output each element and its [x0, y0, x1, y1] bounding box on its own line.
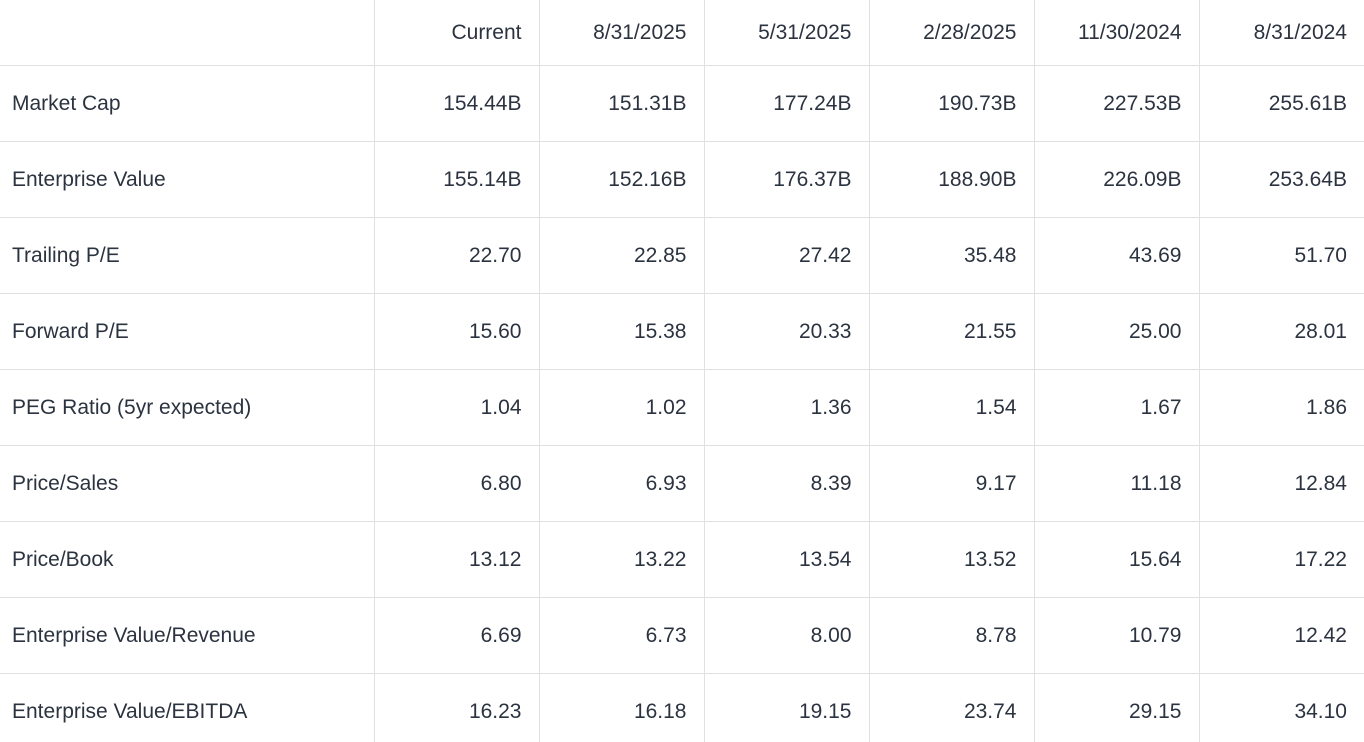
cell-value: 15.38 — [538, 293, 704, 370]
cell-value: 8.78 — [868, 597, 1034, 674]
cell-value: 176.37B — [703, 141, 869, 218]
table-header: Current 8/31/2025 5/31/2025 2/28/2025 11/30/… — [0, 0, 1364, 66]
cell-value: 51.70 — [1198, 217, 1364, 294]
row-label: Trailing P/E — [0, 217, 374, 294]
cell-value: 35.48 — [868, 217, 1034, 294]
table-row-price-book: Price/Book 13.12 13.22 13.54 13.52 15.64 17.22 — [0, 521, 1364, 598]
column-header-11-30-2024: 11/30/2024 — [1033, 0, 1199, 66]
header-row: Current 8/31/2025 5/31/2025 2/28/2025 11/30/… — [0, 0, 1364, 66]
column-header-5-31-2025: 5/31/2025 — [703, 0, 869, 66]
cell-value: 1.67 — [1033, 369, 1199, 446]
cell-value: 21.55 — [868, 293, 1034, 370]
cell-value: 17.22 — [1198, 521, 1364, 598]
cell-value: 11.18 — [1033, 445, 1199, 522]
table-row-price-sales: Price/Sales 6.80 6.93 8.39 9.17 11.18 12.84 — [0, 445, 1364, 522]
cell-value: 6.73 — [538, 597, 704, 674]
table-row-peg-ratio-5yr-expected: PEG Ratio (5yr expected) 1.04 1.02 1.36 1.54… — [0, 369, 1364, 446]
cell-value: 16.18 — [538, 673, 704, 742]
column-header-8-31-2024: 8/31/2024 — [1198, 0, 1364, 66]
cell-value: 151.31B — [538, 65, 704, 142]
row-label: Market Cap — [0, 65, 374, 142]
cell-value: 13.12 — [373, 521, 539, 598]
cell-value: 188.90B — [868, 141, 1034, 218]
cell-value: 27.42 — [703, 217, 869, 294]
cell-value: 155.14B — [373, 141, 539, 218]
row-label: Price/Book — [0, 521, 374, 598]
cell-value: 16.23 — [373, 673, 539, 742]
table-row-enterprise-value-revenue: Enterprise Value/Revenue 6.69 6.73 8.00 8.78… — [0, 597, 1364, 674]
cell-value: 6.93 — [538, 445, 704, 522]
table-row-enterprise-value: Enterprise Value 155.14B 152.16B 176.37B 188… — [0, 141, 1364, 218]
cell-value: 12.42 — [1198, 597, 1364, 674]
cell-value: 13.52 — [868, 521, 1034, 598]
cell-value: 154.44B — [373, 65, 539, 142]
cell-value: 226.09B — [1033, 141, 1199, 218]
cell-value: 9.17 — [868, 445, 1034, 522]
cell-value: 177.24B — [703, 65, 869, 142]
cell-value: 6.69 — [373, 597, 539, 674]
cell-value: 15.64 — [1033, 521, 1199, 598]
cell-value: 190.73B — [868, 65, 1034, 142]
cell-value: 15.60 — [373, 293, 539, 370]
column-header-8-31-2025: 8/31/2025 — [538, 0, 704, 66]
row-label: Enterprise Value/EBITDA — [0, 673, 374, 742]
cell-value: 22.85 — [538, 217, 704, 294]
cell-value: 1.36 — [703, 369, 869, 446]
row-label: PEG Ratio (5yr expected) — [0, 369, 374, 446]
cell-value: 227.53B — [1033, 65, 1199, 142]
cell-value: 20.33 — [703, 293, 869, 370]
cell-value: 8.39 — [703, 445, 869, 522]
cell-value: 28.01 — [1198, 293, 1364, 370]
table-row-trailing-p-e: Trailing P/E 22.70 22.85 27.42 35.48 43.69 51.… — [0, 217, 1364, 294]
cell-value: 25.00 — [1033, 293, 1199, 370]
cell-value: 19.15 — [703, 673, 869, 742]
row-label: Forward P/E — [0, 293, 374, 370]
column-header-current: Current — [373, 0, 539, 66]
row-label: Enterprise Value — [0, 141, 374, 218]
cell-value: 6.80 — [373, 445, 539, 522]
cell-value: 13.22 — [538, 521, 704, 598]
row-label: Price/Sales — [0, 445, 374, 522]
cell-value: 1.04 — [373, 369, 539, 446]
cell-value: 13.54 — [703, 521, 869, 598]
cell-value: 34.10 — [1198, 673, 1364, 742]
cell-value: 29.15 — [1033, 673, 1199, 742]
cell-value: 10.79 — [1033, 597, 1199, 674]
cell-value: 255.61B — [1198, 65, 1364, 142]
table-row-forward-p-e: Forward P/E 15.60 15.38 20.33 21.55 25.00 28.0… — [0, 293, 1364, 370]
cell-value: 1.86 — [1198, 369, 1364, 446]
cell-value: 12.84 — [1198, 445, 1364, 522]
cell-value: 152.16B — [538, 141, 704, 218]
cell-value: 23.74 — [868, 673, 1034, 742]
table-row-enterprise-value-ebitda: Enterprise Value/EBITDA 16.23 16.18 19.15 23… — [0, 673, 1364, 742]
cell-value: 1.54 — [868, 369, 1034, 446]
table-body: Market Cap 154.44B 151.31B 177.24B 190.73B 22… — [0, 65, 1364, 742]
cell-value: 22.70 — [373, 217, 539, 294]
column-header-blank — [0, 0, 374, 66]
cell-value: 253.64B — [1198, 141, 1364, 218]
row-label: Enterprise Value/Revenue — [0, 597, 374, 674]
cell-value: 8.00 — [703, 597, 869, 674]
cell-value: 1.02 — [538, 369, 704, 446]
table-row-market-cap: Market Cap 154.44B 151.31B 177.24B 190.73B 22… — [0, 65, 1364, 142]
column-header-2-28-2025: 2/28/2025 — [868, 0, 1034, 66]
cell-value: 43.69 — [1033, 217, 1199, 294]
